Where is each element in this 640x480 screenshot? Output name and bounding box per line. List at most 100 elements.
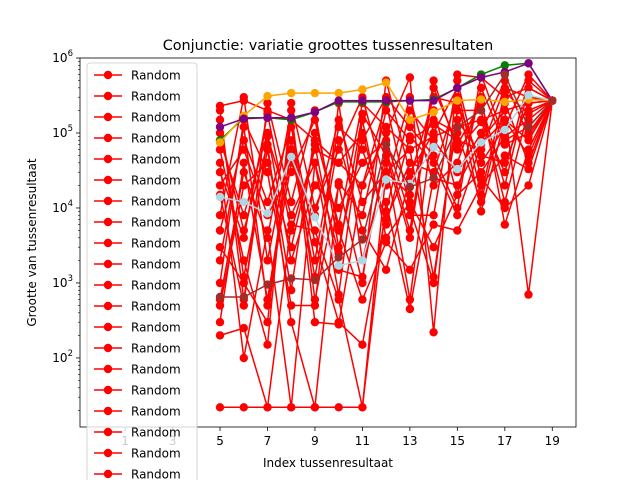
random-series-15-point: [334, 318, 343, 327]
random-series-16-point: [310, 128, 320, 138]
random-series-17-point: [381, 168, 391, 177]
highlight-series-5-point: [405, 182, 415, 192]
legend-swatch-marker: [103, 385, 113, 395]
random-series-1-point: [215, 403, 225, 412]
highlight-series-4-point: [381, 175, 391, 184]
highlight-series-5-point: [263, 280, 272, 289]
highlight-series-2-point: [358, 85, 367, 94]
random-series-19-point: [358, 278, 367, 288]
random-series-4-point: [429, 243, 438, 252]
random-series-15-point: [358, 340, 367, 349]
highlight-series-2-point: [381, 78, 391, 87]
random-series-6-point: [429, 220, 438, 229]
highlight-series-4-point: [215, 192, 225, 202]
highlight-series-5-point: [358, 235, 367, 244]
random-series-18-point: [381, 220, 391, 229]
random-series-6-point: [405, 265, 415, 274]
legend-swatch-marker: [103, 343, 113, 353]
legend-label: Random: [131, 69, 181, 83]
highlight-series-5-point: [453, 122, 462, 132]
highlight-series-2-point: [310, 88, 320, 98]
random-series-19-point: [287, 106, 296, 115]
highlight-series-2-point: [334, 88, 343, 98]
legend-entry: Random: [94, 174, 181, 188]
random-series-20-point: [429, 83, 438, 93]
legend-swatch-marker: [103, 217, 113, 227]
legend-label: Random: [131, 363, 181, 377]
random-series-4-point: [287, 403, 296, 412]
random-series-11-point: [405, 295, 415, 304]
random-series-6-point: [453, 226, 462, 235]
random-series-20-point: [500, 181, 509, 190]
legend-label: Random: [131, 300, 181, 314]
random-series-6-point: [524, 164, 533, 174]
random-series-19-point: [500, 88, 509, 97]
random-series-17-point: [263, 301, 272, 310]
highlight-series-5-point: [500, 70, 509, 79]
highlight-series-2-point: [405, 115, 415, 125]
legend-label: Random: [131, 426, 181, 440]
random-series-10-point: [429, 181, 438, 190]
random-series-18-point: [429, 158, 438, 167]
legend-label: Random: [131, 384, 181, 398]
x-tick-label: 17: [497, 434, 512, 448]
legend-label: Random: [131, 90, 181, 104]
highlight-series-3-point: [215, 122, 225, 132]
random-series-11-point: [287, 301, 296, 310]
random-series-20-point: [287, 211, 296, 220]
legend-label: Random: [131, 342, 181, 356]
random-series-8-point: [263, 256, 272, 265]
legend-swatch-marker: [103, 238, 113, 248]
highlight-series-4-point: [310, 213, 320, 222]
random-series-13-point: [381, 265, 391, 274]
random-series-12-point: [287, 197, 296, 207]
random-series-11-point: [310, 301, 320, 310]
legend-swatch-marker: [103, 364, 113, 374]
highlight-series-3-point: [524, 59, 533, 68]
highlight-series-3-point: [334, 96, 343, 105]
highlight-series-4-point: [524, 90, 533, 100]
highlight-series-4-point: [429, 142, 438, 152]
legend-swatch-marker: [103, 469, 113, 479]
random-series-15-point: [215, 226, 225, 235]
random-series-5-point: [429, 278, 438, 288]
highlight-series-3-point: [239, 114, 248, 123]
legend-entry: Random: [94, 447, 181, 461]
random-series-16-point: [334, 220, 343, 229]
random-series-7-point: [310, 403, 320, 412]
random-series-18-point: [287, 226, 296, 235]
legend-swatch-marker: [103, 70, 113, 80]
random-series-5-point: [500, 197, 509, 207]
random-series-9-point: [429, 76, 438, 85]
random-series-5-point: [310, 318, 320, 327]
x-axis-label: Index tussenresultaat: [263, 456, 393, 470]
random-series-16-point: [453, 115, 462, 125]
random-series-19-point: [239, 168, 248, 177]
highlight-series-2-point: [287, 88, 296, 98]
highlight-series-3-point: [405, 96, 415, 105]
random-series-18-point: [334, 158, 343, 167]
random-series-17-point: [358, 197, 367, 207]
random-series-12-point: [405, 122, 415, 132]
random-series-18-point: [500, 115, 509, 125]
x-tick-label: 13: [402, 434, 417, 448]
random-series-19-point: [405, 168, 415, 177]
random-series-2-point: [405, 304, 415, 314]
random-series-6-point: [381, 238, 391, 247]
legend-label: Random: [131, 237, 181, 251]
legend-entry: Random: [94, 111, 181, 125]
legend-swatch-marker: [103, 406, 113, 416]
legend-entry: Random: [94, 405, 181, 419]
random-series-11-point: [524, 158, 533, 167]
highlight-series-3-point: [453, 83, 462, 93]
chart-title: Conjunctie: variatie groottes tussenresu…: [163, 38, 494, 54]
highlight-series-4-point: [239, 197, 248, 207]
random-series-17-point: [215, 256, 225, 265]
random-series-3-point: [429, 328, 438, 337]
highlight-series-4-point: [263, 209, 272, 218]
random-series-13-point: [476, 158, 486, 167]
highlight-series-5-point: [215, 292, 225, 302]
legend-entry: Random: [94, 363, 181, 377]
random-series-13-point: [334, 136, 343, 145]
random-series-14-point: [287, 256, 296, 265]
